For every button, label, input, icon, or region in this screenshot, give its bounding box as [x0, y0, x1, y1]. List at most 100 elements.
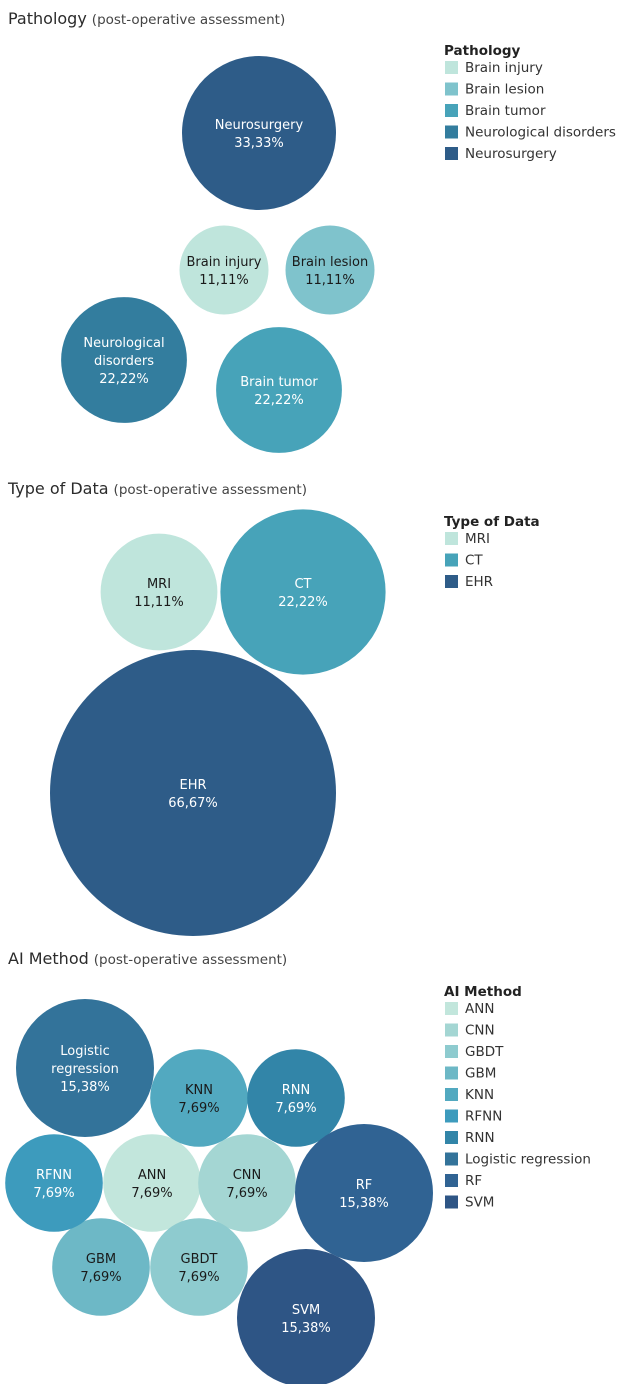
- bubble-circle[interactable]: [150, 1218, 248, 1316]
- legend-label-neurosurgery: Neurosurgery: [465, 146, 557, 162]
- legend-swatch-neurological-disorders: [445, 125, 458, 139]
- bubble-category-label: ANN: [138, 1168, 166, 1183]
- legend-label-ann: ANN: [465, 1001, 494, 1017]
- chart-title: Pathology (post-operative assessment): [8, 9, 285, 28]
- bubble-circle[interactable]: [295, 1124, 433, 1262]
- bubble-rnn[interactable]: RNN 7,69%: [247, 1049, 345, 1147]
- bubble-value-label: 7,69%: [275, 1101, 316, 1116]
- chart-pathology: Pathology (post-operative assessment)Path…: [8, 9, 616, 453]
- bubble-ehr[interactable]: EHR 66,67%: [50, 650, 336, 936]
- bubble-category-label: Brain injury: [187, 255, 262, 270]
- bubble-circle[interactable]: [179, 225, 269, 315]
- bubble-circle[interactable]: [50, 650, 336, 936]
- legend-swatch-cnn: [445, 1023, 458, 1037]
- legend-label-gbdt: GBDT: [465, 1044, 504, 1060]
- bubble-circle[interactable]: [61, 297, 187, 423]
- bubble-svm[interactable]: SVM 15,38%: [237, 1249, 375, 1387]
- chart-title-text: AI Method: [8, 949, 89, 968]
- bubble-mri[interactable]: MRI 11,11%: [100, 533, 218, 651]
- bubble-knn[interactable]: KNN 7,69%: [150, 1049, 248, 1147]
- bubble-rf[interactable]: RF 15,38%: [295, 1124, 433, 1262]
- legend-label-cnn: CNN: [465, 1023, 495, 1039]
- legend-title: Pathology: [444, 43, 521, 59]
- bubble-value-label: 7,69%: [33, 1186, 74, 1201]
- bubble-value-label: 22,22%: [278, 595, 328, 610]
- bubble-value-label: 11,11%: [199, 273, 249, 288]
- legend-swatch-logistic-regression: [445, 1152, 458, 1166]
- legend-label-neurological-disorders: Neurological disorders: [465, 125, 616, 141]
- bubble-gbdt[interactable]: GBDT 7,69%: [150, 1218, 248, 1316]
- bubble-circle[interactable]: [150, 1049, 248, 1147]
- legend-swatch-mri: [445, 532, 458, 545]
- bubble-circle[interactable]: [182, 56, 336, 210]
- chart-subtitle: (post-operative assessment): [92, 12, 285, 28]
- bubble-ann[interactable]: ANN 7,69%: [103, 1134, 201, 1232]
- bubble-category-label: EHR: [179, 778, 206, 793]
- bubble-brain-tumor[interactable]: Brain tumor 22,22%: [216, 327, 342, 453]
- bubble-brain-lesion[interactable]: Brain lesion 11,11%: [285, 225, 375, 315]
- legend-label-rf: RF: [465, 1173, 482, 1189]
- bubble-circle[interactable]: [285, 225, 375, 315]
- chart-type-of-data: Type of Data (post-operative assessment)T…: [7, 479, 540, 936]
- bubble-circle[interactable]: [52, 1218, 150, 1316]
- bubble-value-label: 33,33%: [234, 136, 284, 151]
- legend-label-rfnn: RFNN: [465, 1109, 502, 1125]
- bubble-category-label: RFNN: [36, 1168, 72, 1183]
- legend-title: Type of Data: [444, 514, 540, 530]
- chart-ai-method: AI Method (post-operative assessment)AI M…: [5, 949, 591, 1387]
- bubble-ct[interactable]: CT 22,22%: [220, 509, 386, 675]
- legend-title: AI Method: [444, 984, 522, 1000]
- bubble-circle[interactable]: [5, 1134, 103, 1232]
- legend-swatch-gbdt: [445, 1045, 458, 1058]
- legend-label-logistic-regression: Logistic regression: [465, 1152, 591, 1168]
- bubble-value-label: 11,11%: [305, 273, 355, 288]
- bubble-circle[interactable]: [216, 327, 342, 453]
- bubble-circle[interactable]: [100, 533, 218, 651]
- bubble-value-label: 15,38%: [60, 1080, 110, 1095]
- chart-subtitle: (post-operative assessment): [94, 952, 287, 968]
- bubble-cnn[interactable]: CNN 7,69%: [198, 1134, 296, 1232]
- bubble-category-label: Brain lesion: [292, 255, 368, 270]
- bubble-value-label: 15,38%: [281, 1321, 331, 1336]
- bubble-circle[interactable]: [198, 1134, 296, 1232]
- bubble-circle[interactable]: [103, 1134, 201, 1232]
- bubble-value-label: 7,69%: [131, 1186, 172, 1201]
- bubble-category-label: KNN: [185, 1083, 213, 1098]
- bubble-category-label: SVM: [292, 1303, 320, 1318]
- bubble-value-label: 15,38%: [339, 1196, 389, 1211]
- legend-swatch-brain-injury: [445, 61, 458, 74]
- bubble-category-label: GBM: [86, 1252, 116, 1267]
- chart-subtitle: (post-operative assessment): [114, 482, 307, 498]
- bubble-value-label: 22,22%: [254, 393, 304, 408]
- bubble-neurological-disorders[interactable]: Neurological disorders 22,22%: [61, 297, 187, 423]
- bubble-gbm[interactable]: GBM 7,69%: [52, 1218, 150, 1316]
- bubble-category-label: RNN: [282, 1083, 310, 1098]
- bubble-category-label: RF: [356, 1178, 373, 1193]
- bubble-circle[interactable]: [220, 509, 386, 675]
- bubble-category-label: Neurological: [83, 336, 164, 351]
- bubble-rfnn[interactable]: RFNN 7,69%: [5, 1134, 103, 1232]
- bubble-category-label: Neurosurgery: [215, 118, 304, 133]
- bubble-value-label: 7,69%: [80, 1270, 121, 1285]
- bubble-category-label: Brain tumor: [240, 375, 318, 390]
- legend-swatch-ct: [445, 553, 458, 567]
- bubble-logistic-regression[interactable]: Logistic regression 15,38%: [16, 999, 154, 1137]
- bubble-circle[interactable]: [247, 1049, 345, 1147]
- bubble-brain-injury[interactable]: Brain injury 11,11%: [179, 225, 269, 315]
- chart-title: Type of Data (post-operative assessment): [7, 479, 307, 498]
- bubble-category-label: GBDT: [181, 1252, 218, 1267]
- legend-swatch-brain-lesion: [445, 82, 458, 96]
- chart-title: AI Method (post-operative assessment): [8, 949, 287, 968]
- bubble-value-label: 11,11%: [134, 595, 184, 610]
- bubble-value-label: 22,22%: [99, 372, 149, 387]
- legend-swatch-ann: [445, 1002, 458, 1015]
- bubble-circle[interactable]: [237, 1249, 375, 1387]
- bubble-neurosurgery[interactable]: Neurosurgery 33,33%: [182, 56, 336, 210]
- legend-label-svm: SVM: [465, 1195, 494, 1211]
- bubble-circle[interactable]: [16, 999, 154, 1137]
- bubble-category-label: CT: [294, 577, 311, 592]
- bubble-category-label: Logistic: [60, 1044, 109, 1059]
